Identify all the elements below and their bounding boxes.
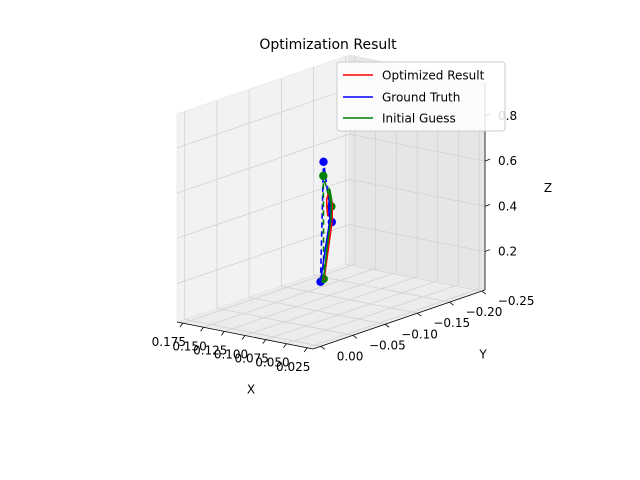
x-axis-label: X (247, 383, 255, 397)
x-tick-label-1: 0.050 (255, 356, 289, 370)
control-point-1-1 (319, 171, 328, 181)
legend-label-initial-guess: Initial Guess (382, 112, 456, 126)
x-tick-2 (262, 339, 267, 344)
y-axis-line (312, 289, 486, 350)
y-tick-1 (449, 301, 454, 306)
y-tick-label-4: −0.05 (369, 338, 406, 352)
series-line-initial-guess (322, 186, 333, 279)
z-gridline-0 (176, 224, 486, 284)
z-axis-label: Z (544, 181, 552, 195)
y-tick-label-0: −0.25 (498, 294, 535, 308)
y-tick-label-2: −0.15 (433, 316, 470, 330)
control-point-0-1 (319, 157, 328, 166)
x-tick-label-6: 0.175 (152, 335, 186, 349)
y-tick-label-5: 0.00 (337, 349, 364, 363)
y-tick-2 (417, 312, 422, 317)
z-tick-2 (484, 158, 491, 162)
legend-label-optimized-result: Optimized Result (382, 69, 485, 83)
x-gridline-4 (224, 64, 397, 332)
grid-lines (176, 56, 486, 349)
legend-frame (336, 61, 506, 132)
y-axis-label: Y (478, 348, 487, 362)
y-gridline-1 (313, 67, 450, 303)
x-tick-label-4: 0.125 (193, 343, 227, 357)
z-gridline-2 (176, 133, 486, 194)
z-tick-label-2: 0.6 (498, 154, 517, 168)
x-tick-label-3: 0.100 (214, 348, 248, 362)
x-tick-6 (179, 322, 184, 328)
y-tick-3 (384, 323, 390, 328)
z-tick-1 (484, 203, 491, 207)
y-gridline-4 (216, 100, 353, 336)
x-tick-4 (220, 331, 225, 336)
y-tick-label-1: −0.20 (466, 305, 503, 319)
z-tick-0 (484, 249, 491, 252)
z-tick-label-0: 0.2 (498, 245, 517, 259)
x-tick-label-0: 0.025 (276, 360, 310, 374)
y-tick-4 (352, 334, 358, 339)
x-tick-label-5: 0.150 (172, 339, 206, 353)
y-gridline-5 (184, 111, 321, 347)
x-tick-1 (283, 343, 287, 348)
x-gridline-0 (307, 80, 480, 349)
y-tick-0 (481, 290, 487, 295)
x-gridline-2 (265, 72, 439, 340)
legend: Optimized Result Ground Truth Initial Gu… (336, 61, 506, 132)
x-tick-5 (200, 327, 204, 332)
chart-title: Optimization Result (259, 37, 397, 53)
x-tick-0 (303, 347, 308, 353)
z-gridline-1 (176, 178, 486, 239)
y-tick-label-3: −0.10 (401, 327, 438, 341)
x-tick-label-2: 0.075 (235, 352, 269, 366)
x-gridline-1 (286, 76, 459, 345)
x-tick-3 (241, 335, 246, 340)
y-tick-5 (320, 346, 325, 350)
legend-label-ground-truth: Ground Truth (382, 91, 460, 105)
y-gridline-2 (280, 78, 418, 314)
plot-data (316, 157, 336, 286)
z-tick-label-1: 0.4 (498, 199, 517, 213)
x-gridline-3 (244, 68, 418, 336)
y-gridline-3 (248, 89, 386, 325)
